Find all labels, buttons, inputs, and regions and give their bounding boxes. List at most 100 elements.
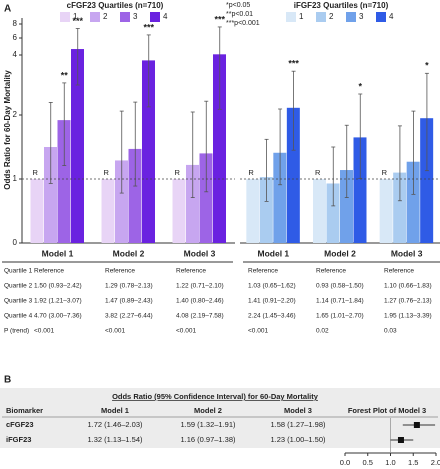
bar	[213, 54, 226, 243]
bar	[379, 179, 393, 243]
x-tick-label: Model 2	[113, 248, 145, 258]
legend-label: 4	[163, 12, 168, 21]
bar	[340, 170, 353, 243]
reference-label: R	[315, 168, 321, 177]
footnote: **p<0.01	[226, 11, 253, 18]
legend-swatch	[90, 12, 100, 22]
legend-label: 2	[103, 12, 108, 21]
table-cell: <0.001	[34, 328, 54, 335]
row-label: Quartile 1	[4, 268, 33, 275]
legend-label: 2	[329, 12, 334, 21]
table-cell: 1.16 (0.97–1.38)	[180, 435, 236, 444]
table-cell: 1.95 (1.13–3.39)	[384, 313, 432, 320]
reference-label: R	[175, 168, 181, 177]
legend-swatch	[316, 12, 326, 22]
x-tick-label: Model 3	[391, 248, 423, 258]
table-cell: 1.41 (0.91–2.20)	[248, 298, 296, 305]
x-tick-label: Model 3	[184, 248, 216, 258]
table-cell: Reference	[105, 268, 135, 275]
x-tick-label: 2.0	[431, 458, 440, 467]
row-label: cFGF23	[6, 420, 34, 429]
bar	[286, 107, 300, 243]
y-tick-label: 6	[13, 33, 18, 42]
significance: *	[358, 81, 362, 91]
table-cell: 1.32 (1.13–1.54)	[87, 435, 143, 444]
legend-swatch	[120, 12, 130, 22]
table-cell: 2.24 (1.45–3.46)	[248, 313, 296, 320]
x-tick-label: 1.5	[408, 458, 418, 467]
table-header: Forest Plot of Model 3	[348, 406, 426, 415]
bar	[326, 183, 340, 243]
table-cell: 0.02	[316, 328, 329, 335]
legend-label: 3	[359, 12, 364, 21]
table-header: Model 1	[101, 406, 129, 415]
table-cell: 1.03 (0.65–1.62)	[248, 283, 296, 290]
significance: ***	[214, 14, 225, 24]
table-title: Odds Ratio (95% Confidence Interval) for…	[112, 392, 319, 401]
legend-label: 1	[73, 12, 78, 21]
table-cell: 1.58 (1.27–1.98)	[270, 420, 326, 429]
bar	[30, 179, 44, 243]
reference-label: R	[382, 168, 388, 177]
table-cell: 1.14 (0.71–1.84)	[316, 298, 364, 305]
row-label: Quartile 2	[4, 283, 33, 290]
bar	[353, 137, 367, 243]
table-cell: Reference	[384, 268, 414, 275]
legend-label: 1	[299, 12, 304, 21]
table-cell: <0.001	[176, 328, 196, 335]
bar	[273, 152, 287, 243]
x-tick-label: 1.0	[385, 458, 395, 467]
table-cell: <0.001	[105, 328, 125, 335]
table-cell: <0.001	[248, 328, 268, 335]
bar	[44, 147, 57, 243]
x-tick-label: Model 1	[258, 248, 290, 258]
legend-swatch	[346, 12, 356, 22]
row-label: P (trend)	[4, 328, 29, 335]
reference-label: R	[104, 168, 110, 177]
bar	[142, 60, 155, 244]
panel-label: B	[4, 375, 11, 386]
row-label: Quartile 4	[4, 313, 33, 320]
legend-swatch	[150, 12, 160, 22]
panel-b-background	[0, 388, 440, 448]
bar	[128, 148, 142, 243]
legend-label: 4	[389, 12, 394, 21]
footnote: *p<0.05	[226, 2, 250, 9]
table-cell: 1.72 (1.46–2.03)	[87, 420, 143, 429]
x-tick-label: Model 2	[324, 248, 356, 258]
legend-swatch	[286, 12, 296, 22]
bar	[115, 160, 128, 243]
table-cell: 1.50 (0.93–2.42)	[34, 283, 82, 290]
y-tick-label: 2	[13, 110, 18, 119]
point	[397, 437, 404, 443]
bar	[406, 161, 420, 243]
row-label: Quartile 3	[4, 298, 33, 305]
table-header: Biomarker	[6, 406, 43, 415]
bar	[172, 179, 186, 243]
bar	[186, 164, 199, 243]
x-tick-label: 0.0	[340, 458, 350, 467]
bar	[393, 172, 407, 243]
footnote: ***p<0.001	[226, 20, 260, 27]
legend-swatch	[376, 12, 386, 22]
significance: **	[61, 70, 69, 80]
table-cell: Reference	[34, 268, 64, 275]
table-cell: 1.47 (0.89–2.43)	[105, 298, 153, 305]
row-label: iFGF23	[6, 435, 31, 444]
legend-label: 3	[133, 12, 138, 21]
table-cell: 1.27 (0.76–2.13)	[384, 298, 432, 305]
significance: ***	[143, 22, 154, 32]
bar	[57, 120, 71, 243]
table-cell: 4.70 (3.00–7.36)	[34, 313, 82, 320]
table-cell: 1.59 (1.32–1.91)	[180, 420, 236, 429]
x-tick-label: 0.5	[363, 458, 373, 467]
table-header: Model 2	[194, 406, 222, 415]
y-axis-label: Odds Ratio for 60-Day Mortality	[3, 70, 12, 190]
table-cell: 1.65 (1.01–2.70)	[316, 313, 364, 320]
legend-swatch	[60, 12, 70, 22]
bar	[259, 177, 273, 243]
y-tick-label: 8	[13, 19, 18, 28]
legend-title: cFGF23 Quartiles (n=710)	[67, 1, 164, 10]
